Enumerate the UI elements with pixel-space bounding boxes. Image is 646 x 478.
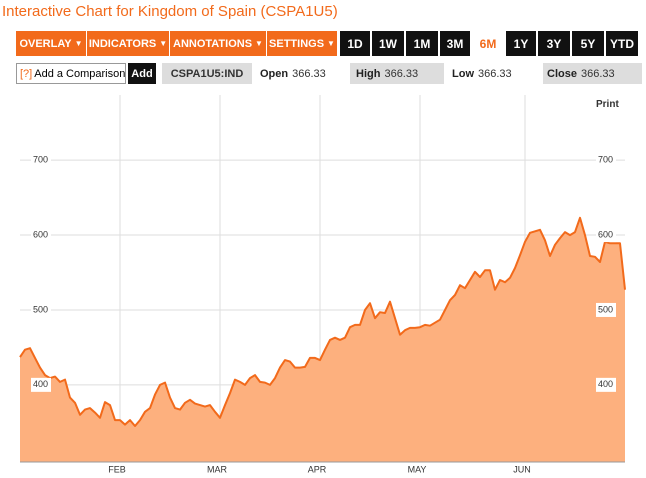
value: 366.33 <box>292 67 326 80</box>
range-button[interactable]: YTD <box>606 31 638 56</box>
dropdown-arrow: ▼ <box>327 39 335 48</box>
y-tick-label-box <box>31 153 51 168</box>
label: Low <box>452 67 474 80</box>
menu-button[interactable]: OVERLAY ▼ <box>16 31 86 56</box>
comparison-input[interactable]: [?] Add a Comparison <box>16 63 126 84</box>
x-tick-label: JUN <box>513 464 531 474</box>
y-tick-label: 700 <box>598 155 613 165</box>
menu-label: INDICATORS <box>88 37 157 50</box>
y-tick-label: 500 <box>33 304 48 314</box>
label: Open <box>260 67 289 80</box>
x-tick-label: FEB <box>108 464 126 474</box>
range-button[interactable]: 6M <box>472 31 504 56</box>
value: 366.33 <box>384 67 419 80</box>
quote-high: High 366.33 <box>350 63 444 84</box>
add-button[interactable]: Add <box>128 63 156 84</box>
menu-button[interactable]: SETTINGS ▼ <box>267 31 337 56</box>
range-button[interactable]: 1D <box>340 31 370 56</box>
menu-label: ANNOTATIONS <box>173 37 253 50</box>
menu-button[interactable]: INDICATORS ▼ <box>87 31 169 56</box>
quote-low: Low 366.33 <box>448 63 540 84</box>
dropdown-arrow: ▼ <box>159 39 168 48</box>
placeholder: Add a Comparison <box>34 67 126 80</box>
y-tick-label-box <box>31 377 51 392</box>
quote-close: Close 366.33 <box>543 63 642 84</box>
y-tick-label-box <box>596 377 616 392</box>
quote-open: Open 366.33 <box>256 63 346 84</box>
menu-button[interactable]: ANNOTATIONS ▼ <box>170 31 266 56</box>
y-tick-label: 600 <box>598 229 613 239</box>
range-button[interactable]: 3Y <box>538 31 570 56</box>
value: 366.33 <box>580 67 615 80</box>
y-tick-label: 600 <box>33 229 48 239</box>
y-tick-label-box <box>31 228 51 243</box>
y-tick-label: 700 <box>33 155 48 165</box>
line <box>19 216 626 427</box>
y-tick-label-box <box>596 302 616 317</box>
symbol: CSPA1U5:IND <box>162 63 252 84</box>
range-button[interactable]: 1M <box>406 31 438 56</box>
value: 366.33 <box>478 67 512 80</box>
y-tick-label: 400 <box>33 379 48 389</box>
x-tick-label: APR <box>308 464 327 474</box>
range-button[interactable]: 5Y <box>572 31 604 56</box>
print-button[interactable]: Print <box>596 99 619 110</box>
y-tick-label-box <box>596 153 616 168</box>
range-button[interactable]: 1Y <box>506 31 536 56</box>
dropdown-arrow: ▼ <box>74 39 83 48</box>
range-button[interactable]: 1W <box>372 31 404 56</box>
area <box>20 217 625 462</box>
dropdown-arrow: ▼ <box>255 39 263 48</box>
y-tick-label-box <box>31 302 51 317</box>
help-icon[interactable]: [?] <box>20 67 33 80</box>
page-title: Interactive Chart for Kingdom of Spain (… <box>2 3 338 20</box>
y-tick-label-box <box>596 228 616 243</box>
y-tick-label: 400 <box>598 379 613 389</box>
y-tick-label: 500 <box>598 304 613 314</box>
menu-label: SETTINGS <box>269 37 325 50</box>
range-button[interactable]: 3M <box>440 31 470 56</box>
x-tick-label: MAR <box>207 464 228 474</box>
label: High <box>356 67 381 80</box>
label: Close <box>547 67 577 80</box>
x-tick-label: MAY <box>408 464 427 474</box>
menu-label: OVERLAY <box>19 37 72 50</box>
